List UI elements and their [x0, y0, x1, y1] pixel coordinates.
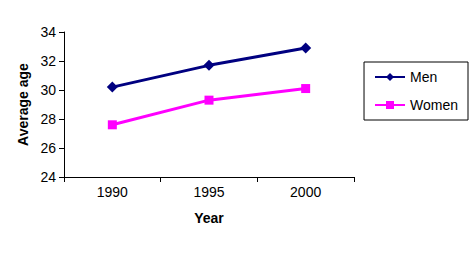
svg-text:Men: Men: [410, 69, 437, 85]
svg-text:Women: Women: [410, 97, 458, 113]
svg-text:30: 30: [40, 82, 56, 98]
svg-text:26: 26: [40, 140, 56, 156]
svg-text:1990: 1990: [97, 184, 128, 200]
svg-text:1995: 1995: [193, 184, 224, 200]
svg-text:2000: 2000: [290, 184, 321, 200]
svg-text:28: 28: [40, 111, 56, 127]
svg-text:Average age: Average age: [15, 63, 31, 146]
svg-text:Year: Year: [194, 210, 224, 226]
svg-text:34: 34: [40, 24, 56, 40]
svg-text:32: 32: [40, 53, 56, 69]
svg-text:24: 24: [40, 169, 56, 185]
